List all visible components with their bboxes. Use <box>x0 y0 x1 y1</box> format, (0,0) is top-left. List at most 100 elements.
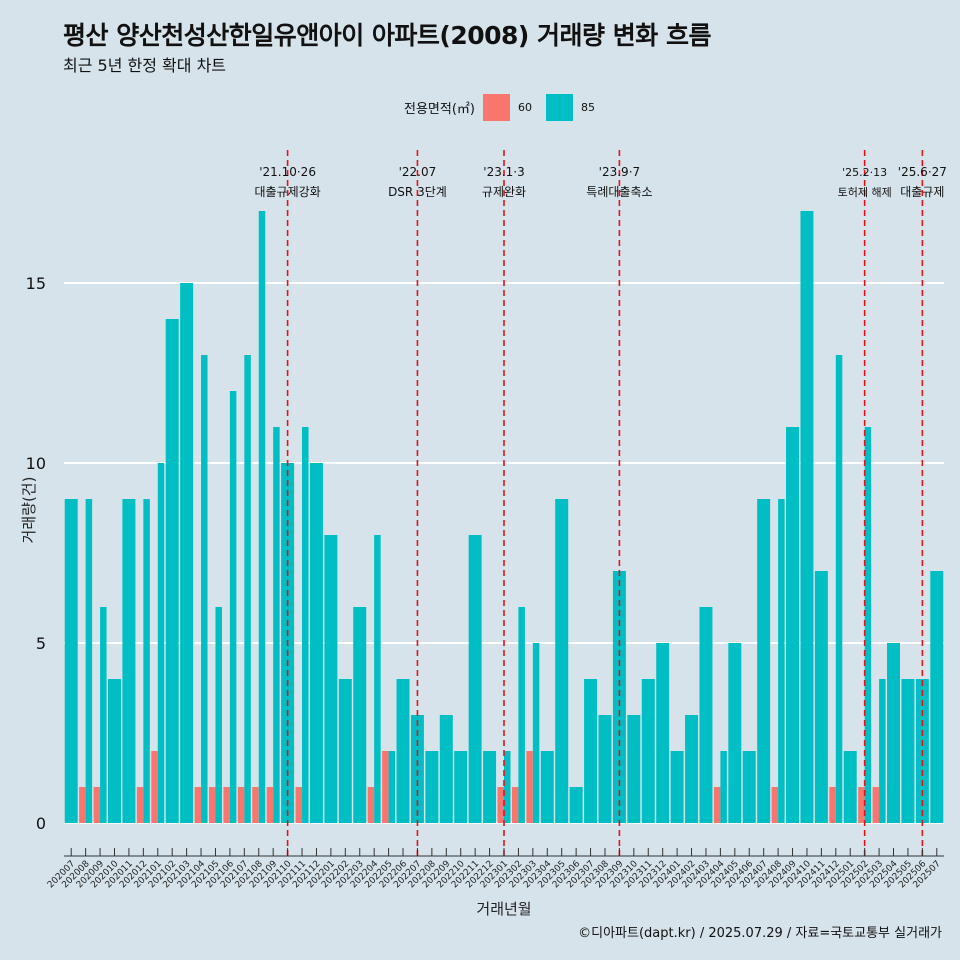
y-axis-title: 거래량(건) <box>20 477 38 544</box>
bar-85 <box>324 535 338 823</box>
legend: 전용면적(㎡) 60 85 <box>404 92 609 122</box>
legend-label-85: 85 <box>580 100 595 114</box>
event-label: 특례대출축소 <box>586 185 652 199</box>
bar-85 <box>338 679 352 823</box>
bar-85 <box>215 607 222 823</box>
bar-60 <box>295 787 303 823</box>
bar-85 <box>835 355 843 823</box>
bar-85 <box>309 463 323 823</box>
bar-85 <box>468 535 482 823</box>
bar-60 <box>208 787 216 823</box>
bar-60 <box>511 787 519 823</box>
bar-60 <box>237 787 245 823</box>
bar-85 <box>244 355 251 823</box>
bar-85 <box>627 715 641 823</box>
bar-85 <box>656 643 670 823</box>
bar-85 <box>814 571 828 823</box>
chart-title: 평산 양산천성산한일유앤아이 아파트(2008) 거래량 변화 흐름 <box>63 21 711 50</box>
bar-85 <box>353 607 367 823</box>
source-caption: ©디아파트(dapt.kr) / 2025.07.29 / 자료=국토교통부 실… <box>578 926 942 941</box>
bar-60 <box>382 751 389 823</box>
bar-85 <box>410 715 424 823</box>
bar-85 <box>157 463 165 823</box>
x-axis-title: 거래년월 <box>476 900 531 918</box>
event-label: 대출규제 <box>900 185 944 199</box>
bar-60 <box>223 787 230 823</box>
bar-85 <box>584 679 598 823</box>
annotations: '21.10·26 대출규제강화 '22.07 DSR 3단계 '23.1·3 규제완화 '… <box>254 150 947 856</box>
bar-85 <box>425 751 439 823</box>
bar-60 <box>266 787 274 823</box>
bar-85 <box>641 679 655 823</box>
bar-60 <box>151 751 158 823</box>
chart-subtitle: 최근 5년 한정 확대 차트 <box>63 56 227 75</box>
event-date: '22.07 <box>399 165 437 179</box>
bar-60 <box>526 751 533 823</box>
bar-85 <box>598 715 612 823</box>
bar-85 <box>800 211 814 823</box>
bar-60 <box>252 787 259 823</box>
bar-85 <box>540 751 554 823</box>
bar-60 <box>872 787 880 823</box>
bar-85 <box>143 499 150 823</box>
bar-60 <box>858 787 865 823</box>
bar-85 <box>180 283 194 823</box>
bar-60 <box>771 787 779 823</box>
bar-85 <box>504 751 511 823</box>
legend-title: 전용면적(㎡) <box>404 101 475 117</box>
bar-60 <box>829 787 836 823</box>
event-date: '25.2·13 <box>842 166 887 179</box>
y-tick-label: 10 <box>26 454 46 473</box>
bar-85 <box>454 751 468 823</box>
bar-85 <box>901 679 915 823</box>
event-date: '21.10·26 <box>259 165 316 179</box>
bar-85 <box>85 499 93 823</box>
bar-85 <box>302 427 309 823</box>
bar-85 <box>685 715 699 823</box>
bar-85 <box>388 751 396 823</box>
bar-85 <box>100 607 107 823</box>
bar-85 <box>108 679 121 823</box>
bar-85 <box>612 571 626 823</box>
bar-85 <box>720 751 727 823</box>
bar-60 <box>136 787 144 823</box>
bar-60 <box>194 787 202 823</box>
bar-85 <box>396 679 410 823</box>
bar-85 <box>273 427 280 823</box>
y-tick-label: 5 <box>36 634 46 653</box>
bar-85 <box>258 211 266 823</box>
bar-85 <box>64 499 78 823</box>
bar-85 <box>728 643 742 823</box>
bar-85 <box>374 535 381 823</box>
legend-key-60 <box>482 93 510 121</box>
y-tick-label: 0 <box>36 814 46 833</box>
y-tick-label: 15 <box>26 274 46 293</box>
bar-85 <box>887 643 900 823</box>
bar-85 <box>483 751 497 823</box>
bar-85 <box>532 643 540 823</box>
bars <box>64 211 944 823</box>
event-label: 대출규제강화 <box>254 185 320 199</box>
legend-key-85 <box>545 93 573 121</box>
bar-85 <box>879 679 886 823</box>
bar-60 <box>79 787 86 823</box>
bar-85 <box>555 499 569 823</box>
event-label: 규제완화 <box>482 185 526 199</box>
bar-85 <box>757 499 771 823</box>
bar-85 <box>229 391 237 823</box>
bar-60 <box>497 787 504 823</box>
event-date: '23.1·3 <box>483 165 524 179</box>
bar-85 <box>518 607 525 823</box>
bar-85 <box>786 427 800 823</box>
bar-85 <box>670 751 684 823</box>
bar-60 <box>93 787 101 823</box>
bar-85 <box>930 571 944 823</box>
bar-85 <box>843 751 857 823</box>
event-date: '23.9·7 <box>599 165 640 179</box>
event-label: 토허제 해제 <box>838 185 892 199</box>
event-label: DSR 3단계 <box>388 185 447 199</box>
bar-85 <box>569 787 583 823</box>
bar-85 <box>699 607 713 823</box>
bar-85 <box>165 319 179 823</box>
